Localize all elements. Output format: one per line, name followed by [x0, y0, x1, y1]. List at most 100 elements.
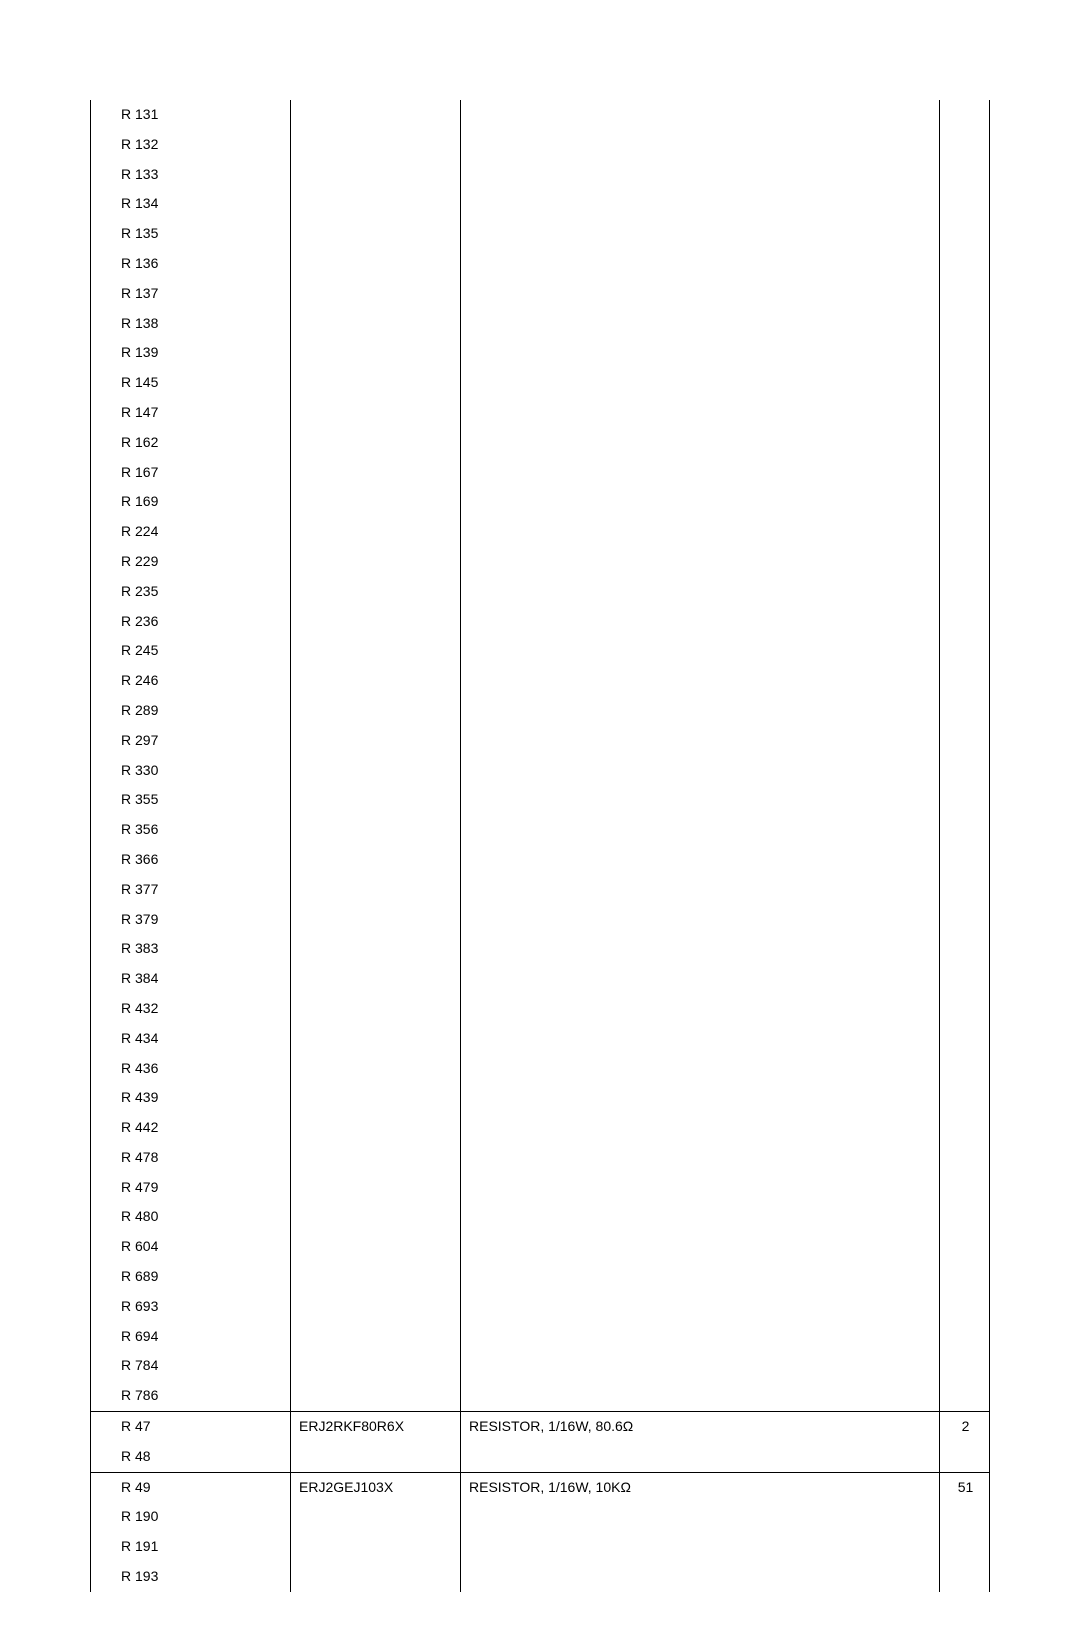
description — [461, 726, 940, 756]
part-number — [291, 309, 461, 339]
description — [461, 1502, 940, 1532]
quantity — [940, 487, 990, 517]
reference-designator: R 330 — [91, 756, 291, 786]
reference-designator: R 133 — [91, 160, 291, 190]
reference-designator: R 432 — [91, 994, 291, 1024]
part-number — [291, 1024, 461, 1054]
table-row: R 147 — [91, 398, 990, 428]
table-row: R 436 — [91, 1054, 990, 1084]
quantity — [940, 189, 990, 219]
description — [461, 1292, 940, 1322]
reference-designator: R 478 — [91, 1143, 291, 1173]
quantity — [940, 547, 990, 577]
table-row: R 384 — [91, 964, 990, 994]
reference-designator: R 604 — [91, 1232, 291, 1262]
part-number — [291, 517, 461, 547]
reference-designator: R 694 — [91, 1322, 291, 1352]
quantity — [940, 1562, 990, 1592]
description — [461, 487, 940, 517]
part-number — [291, 994, 461, 1024]
description — [461, 219, 940, 249]
quantity — [940, 636, 990, 666]
reference-designator: R 136 — [91, 249, 291, 279]
quantity: 51 — [940, 1472, 990, 1502]
table-row: R 297 — [91, 726, 990, 756]
table-row: R 434 — [91, 1024, 990, 1054]
parts-table: R 131R 132R 133R 134R 135R 136R 137R 138… — [90, 100, 990, 1592]
quantity — [940, 428, 990, 458]
table-row: R 134 — [91, 189, 990, 219]
part-number — [291, 934, 461, 964]
description — [461, 1083, 940, 1113]
description — [461, 1232, 940, 1262]
quantity — [940, 1113, 990, 1143]
quantity — [940, 934, 990, 964]
table-row: R 190 — [91, 1502, 990, 1532]
table-row: R 355 — [91, 785, 990, 815]
description — [461, 905, 940, 935]
table-row: R 694 — [91, 1322, 990, 1352]
reference-designator: R 480 — [91, 1202, 291, 1232]
reference-designator: R 139 — [91, 338, 291, 368]
table-row: R 356 — [91, 815, 990, 845]
description — [461, 636, 940, 666]
table-row: R 379 — [91, 905, 990, 935]
quantity — [940, 607, 990, 637]
part-number — [291, 338, 461, 368]
part-number — [291, 398, 461, 428]
quantity — [940, 279, 990, 309]
part-number — [291, 1173, 461, 1203]
table-row: R 478 — [91, 1143, 990, 1173]
table-row: R 245 — [91, 636, 990, 666]
reference-designator: R 49 — [91, 1472, 291, 1502]
part-number — [291, 1083, 461, 1113]
table-row: R 137 — [91, 279, 990, 309]
quantity — [940, 249, 990, 279]
reference-designator: R 355 — [91, 785, 291, 815]
quantity — [940, 1024, 990, 1054]
quantity — [940, 1262, 990, 1292]
description — [461, 964, 940, 994]
reference-designator: R 439 — [91, 1083, 291, 1113]
table-row: R 442 — [91, 1113, 990, 1143]
table-row: R 131 — [91, 100, 990, 130]
quantity — [940, 696, 990, 726]
description — [461, 160, 940, 190]
description — [461, 517, 940, 547]
quantity — [940, 1351, 990, 1381]
table-row: R 693 — [91, 1292, 990, 1322]
part-number — [291, 219, 461, 249]
reference-designator: R 442 — [91, 1113, 291, 1143]
table-row: R 167 — [91, 458, 990, 488]
description — [461, 994, 940, 1024]
quantity — [940, 1232, 990, 1262]
table-row: R 133 — [91, 160, 990, 190]
reference-designator: R 132 — [91, 130, 291, 160]
table-row: R 162 — [91, 428, 990, 458]
part-number — [291, 249, 461, 279]
description — [461, 1381, 940, 1411]
description — [461, 458, 940, 488]
reference-designator: R 47 — [91, 1412, 291, 1442]
reference-designator: R 229 — [91, 547, 291, 577]
table-row: R 479 — [91, 1173, 990, 1203]
table-row: R 439 — [91, 1083, 990, 1113]
description — [461, 1113, 940, 1143]
part-number — [291, 1113, 461, 1143]
reference-designator: R 689 — [91, 1262, 291, 1292]
description — [461, 547, 940, 577]
part-number — [291, 428, 461, 458]
reference-designator: R 138 — [91, 309, 291, 339]
description — [461, 934, 940, 964]
quantity — [940, 368, 990, 398]
description — [461, 1173, 940, 1203]
part-number — [291, 1381, 461, 1411]
quantity — [940, 1054, 990, 1084]
reference-designator: R 167 — [91, 458, 291, 488]
description — [461, 1351, 940, 1381]
reference-designator: R 784 — [91, 1351, 291, 1381]
quantity — [940, 219, 990, 249]
quantity — [940, 726, 990, 756]
description: RESISTOR, 1/16W, 10KΩ — [461, 1472, 940, 1502]
part-number — [291, 1054, 461, 1084]
